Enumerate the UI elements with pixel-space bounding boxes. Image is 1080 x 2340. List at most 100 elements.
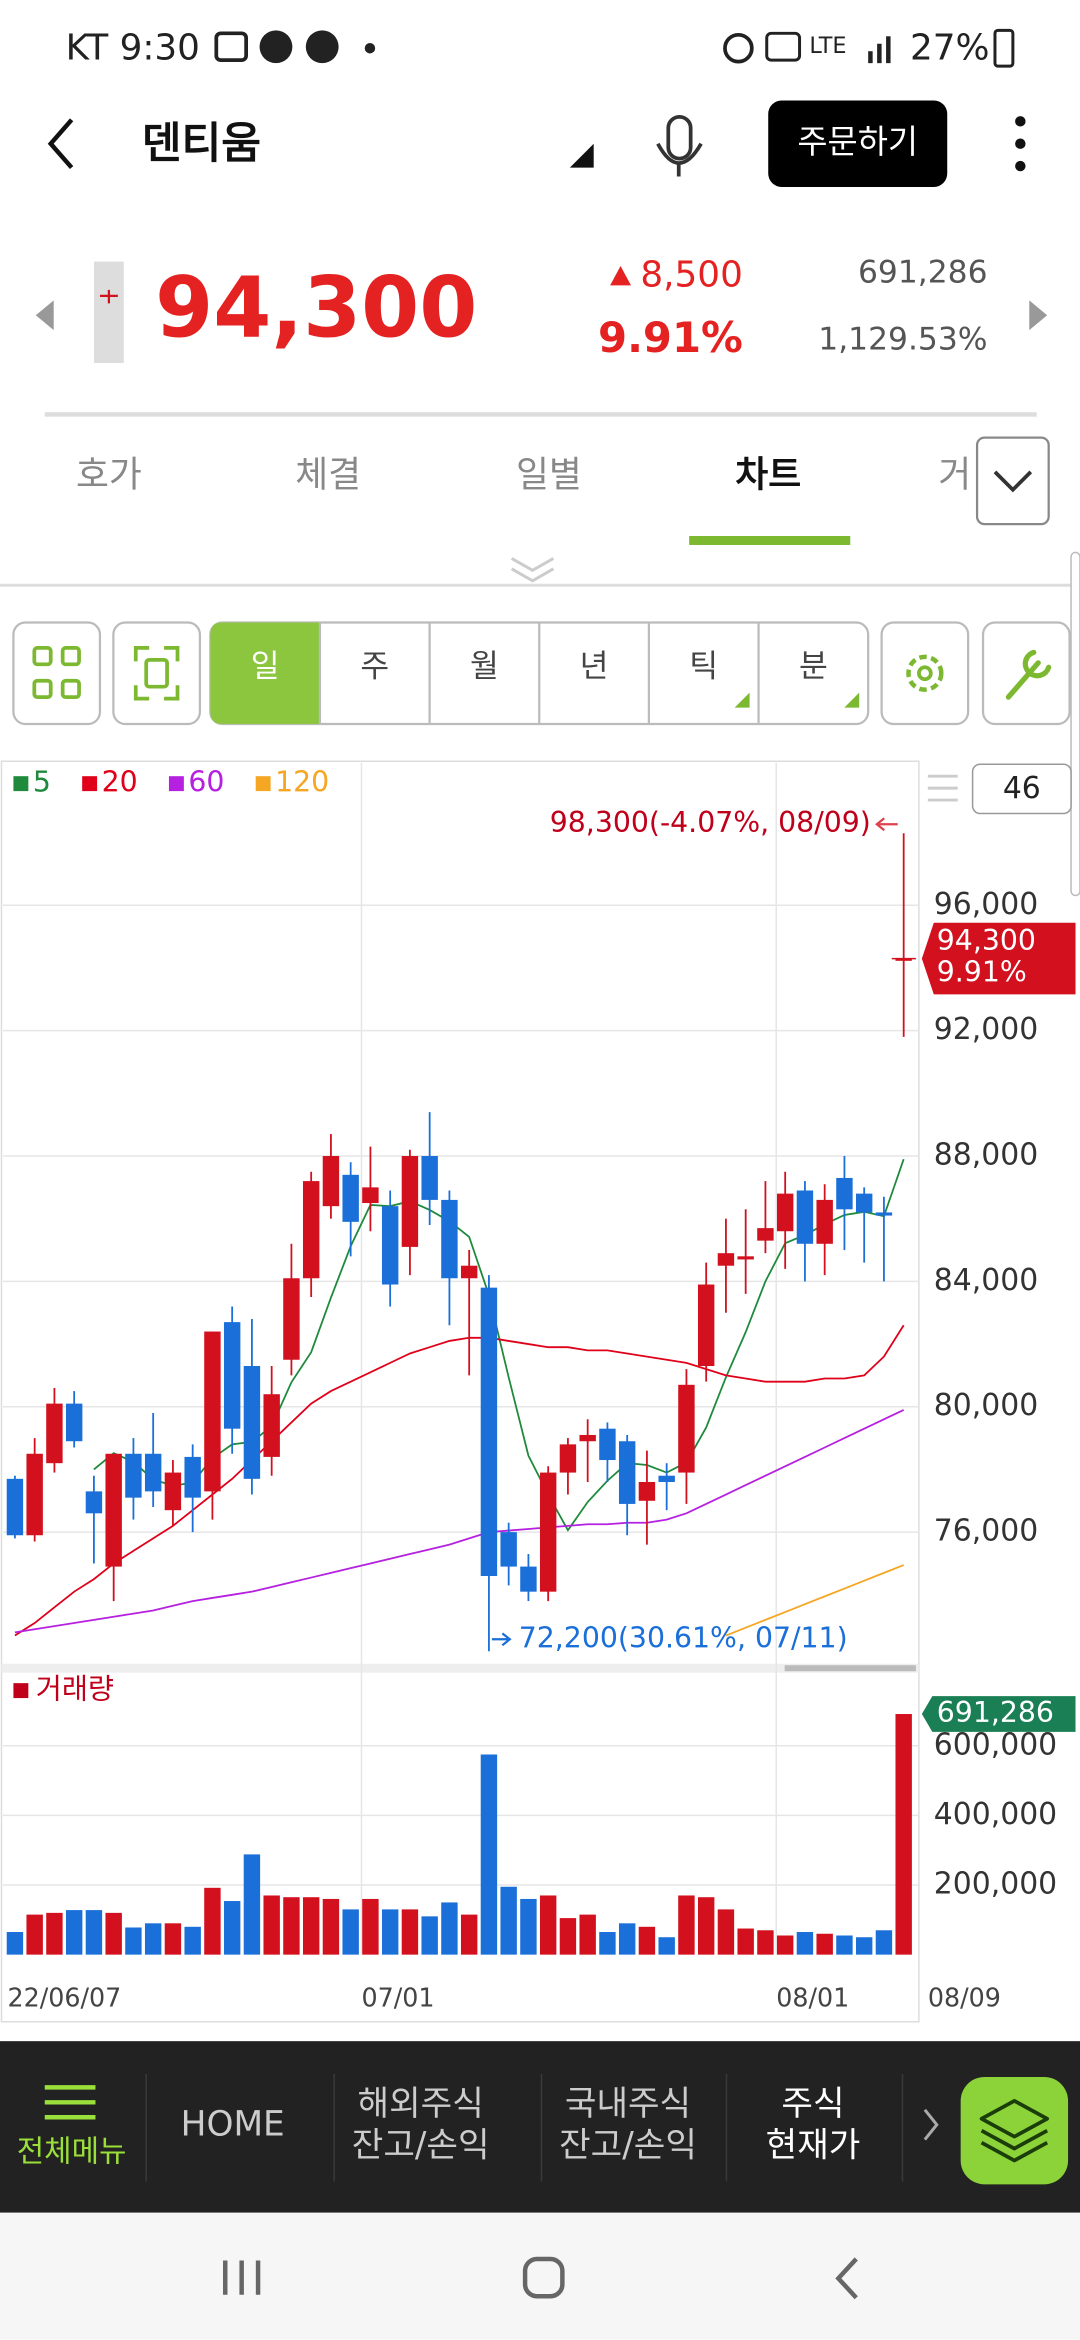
period-selected xyxy=(210,622,320,724)
nav-item[interactable]: 현재가 xyxy=(766,2126,861,2166)
nav-item[interactable]: HOME xyxy=(181,2105,285,2145)
volume-bar xyxy=(65,1910,83,1955)
volume-bar xyxy=(263,1895,280,1955)
volume-bar xyxy=(638,1926,656,1955)
more-menu[interactable] xyxy=(1015,116,1026,172)
period-option[interactable]: 월 xyxy=(470,648,499,684)
mic-button[interactable] xyxy=(656,114,703,177)
dropdown-icon[interactable] xyxy=(569,143,594,168)
count-box[interactable] xyxy=(971,763,1072,815)
chart-frame xyxy=(0,760,920,2023)
price-change: 8,500 xyxy=(640,254,742,295)
tab[interactable]: 거 xyxy=(938,454,971,495)
visible-count[interactable]: 46 xyxy=(1003,771,1041,806)
stock-name[interactable]: 덴티움 xyxy=(142,119,261,169)
nav-item[interactable]: 해외주식 xyxy=(358,2084,484,2124)
system-buttons[interactable] xyxy=(223,2256,858,2300)
tab[interactable]: 체결 xyxy=(295,454,361,495)
fullscreen-button[interactable] xyxy=(112,621,202,726)
nav-item[interactable]: 잔고/손익 xyxy=(559,2126,697,2166)
chart-menu[interactable] xyxy=(927,774,958,802)
volume-bar xyxy=(184,1926,201,1955)
volume-bar xyxy=(302,1897,320,1955)
candle-body xyxy=(816,1199,833,1244)
candle-body xyxy=(500,1532,517,1567)
candle-body xyxy=(322,1156,340,1207)
pane-handle xyxy=(784,1665,916,1672)
tab[interactable]: 호가 xyxy=(76,454,142,495)
volume-bar xyxy=(796,1932,814,1955)
order-button[interactable] xyxy=(768,100,948,187)
legend-swatch xyxy=(82,776,98,792)
low-arrow xyxy=(491,1632,512,1647)
legend-label: 20 xyxy=(102,766,138,799)
candle-body xyxy=(401,1156,419,1247)
tools-button[interactable] xyxy=(981,621,1071,726)
legend-label: 5 xyxy=(33,766,51,799)
period-option[interactable]: 분 xyxy=(799,648,828,684)
tab-dropdown[interactable] xyxy=(975,436,1050,526)
expand-handle[interactable] xyxy=(510,557,555,583)
high-annotation: 98,300(-4.07%, 08/09) xyxy=(550,806,871,839)
volume-bar xyxy=(678,1895,695,1955)
volume-bar xyxy=(401,1909,419,1955)
candle-body xyxy=(362,1187,379,1204)
volume-bar xyxy=(164,1923,182,1955)
volume-bar xyxy=(381,1909,399,1955)
moving-average xyxy=(93,1158,905,1532)
date-label: 07/01 xyxy=(361,1982,434,2012)
high-arrow xyxy=(875,817,898,832)
volume-bar xyxy=(6,1932,24,1955)
back-button[interactable] xyxy=(47,118,74,170)
prev-stock[interactable] xyxy=(35,300,54,331)
next-stock[interactable] xyxy=(1029,300,1048,331)
moving-average xyxy=(725,1564,905,1637)
candle-body xyxy=(144,1453,162,1492)
volume-bar xyxy=(480,1754,498,1955)
nav-item[interactable]: 국내주식 xyxy=(565,2084,691,2124)
price-tag-rate: 9.91% xyxy=(937,955,1027,988)
price-tick-label: 88,000 xyxy=(934,1138,1038,1173)
layers-button[interactable] xyxy=(960,2076,1069,2185)
tab[interactable]: 일별 xyxy=(516,454,582,495)
nav-item[interactable]: 잔고/손익 xyxy=(352,2126,490,2166)
nav-item[interactable]: 전체메뉴 xyxy=(17,2135,127,2170)
settings-button[interactable] xyxy=(880,621,970,726)
volume-bar xyxy=(204,1887,221,1955)
volume-bar xyxy=(579,1914,596,1955)
period-option[interactable]: 틱 xyxy=(689,648,718,684)
candle-body xyxy=(520,1566,537,1592)
candle-body xyxy=(855,1193,873,1213)
candle-body xyxy=(678,1384,695,1473)
volume-bar xyxy=(322,1898,340,1955)
price-flag-mark xyxy=(99,289,118,304)
price-tag-value: 94,300 xyxy=(937,924,1036,957)
volume-bar xyxy=(737,1928,754,1955)
nav-more[interactable] xyxy=(923,2108,939,2141)
legend-swatch xyxy=(255,776,271,792)
moving-average xyxy=(14,1409,905,1634)
low-annotation: 72,200(30.61%, 07/11) xyxy=(519,1621,848,1654)
period-option[interactable]: 주 xyxy=(360,648,389,684)
scrollbar xyxy=(1070,551,1080,897)
nav-item[interactable]: 주식 xyxy=(781,2084,844,2124)
period-option[interactable]: 일 xyxy=(251,648,280,684)
price-tick-label: 96,000 xyxy=(934,887,1038,922)
candle-body xyxy=(223,1322,241,1429)
period-option[interactable]: 년 xyxy=(580,648,609,684)
tab[interactable]: 차트 xyxy=(735,454,801,495)
date-label: 08/01 xyxy=(776,1982,849,2012)
layout-button[interactable] xyxy=(12,621,102,726)
order-button-label[interactable]: 주문하기 xyxy=(797,123,918,161)
candle-body xyxy=(579,1434,596,1442)
volume-bar xyxy=(500,1886,517,1955)
volume-bar xyxy=(144,1923,162,1955)
candle-body xyxy=(539,1472,557,1592)
menu-icon[interactable] xyxy=(44,2085,96,2120)
volume-bar xyxy=(223,1901,241,1955)
price-tick-label: 76,000 xyxy=(934,1514,1038,1549)
candle-body xyxy=(697,1284,715,1367)
volume-bar xyxy=(342,1909,359,1955)
system-nav xyxy=(0,2212,1080,2340)
price-tick-label: 92,000 xyxy=(934,1012,1038,1047)
